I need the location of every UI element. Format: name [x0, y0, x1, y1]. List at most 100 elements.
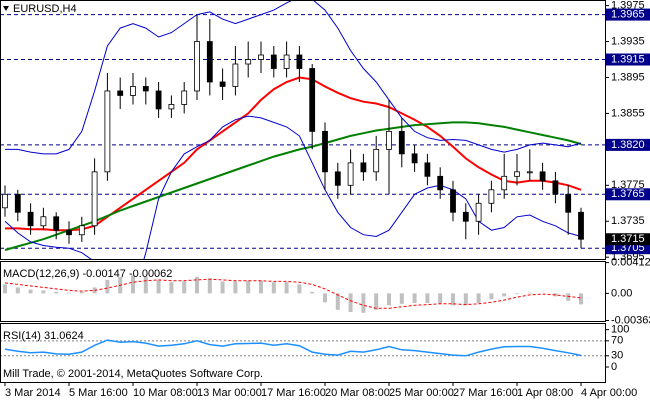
macd-bar [502, 293, 507, 297]
candle-body [117, 90, 124, 96]
macd-bar [246, 280, 251, 294]
candle-body [258, 54, 264, 60]
candle-body [232, 63, 239, 87]
macd-panel [0, 261, 606, 322]
macd-bar [195, 276, 199, 294]
signal-line [4, 278, 582, 309]
macd-bar [105, 279, 110, 294]
macd-bar [79, 291, 84, 294]
candle-body [462, 211, 469, 222]
candle-body [91, 171, 98, 227]
candle-body [130, 86, 136, 96]
indicator-line [4, 115, 582, 259]
macd-bar [579, 293, 583, 305]
macd-bar [54, 291, 59, 294]
macd-bar [425, 293, 430, 304]
x-tick-label: 17 Mar 16:00 [261, 387, 326, 399]
x-tick-label: 4 Apr 00:00 [581, 387, 637, 399]
level-label: 1.3965 [611, 8, 645, 20]
y-tick-label: 0.00412 [611, 257, 650, 269]
candle-body [219, 81, 226, 87]
candle-body [27, 211, 34, 227]
candle-body [104, 90, 111, 173]
rsi-line [4, 339, 582, 357]
x-tick-label: 27 Mar 16:00 [453, 387, 518, 399]
macd-bar [156, 279, 161, 294]
macd-bar [438, 293, 443, 304]
level-label: 1.3820 [611, 139, 645, 151]
macd-bar [284, 282, 289, 294]
macd-bar [131, 275, 135, 294]
macd-bar [15, 287, 20, 294]
level-box [606, 188, 650, 201]
level-label: 1.3765 [611, 188, 645, 200]
macd-bar [271, 282, 276, 294]
level-box [606, 8, 650, 21]
candle-body [155, 90, 162, 110]
macd-bar [182, 281, 187, 294]
macd-signal-value: -0.00062 [129, 268, 172, 280]
macd-name: MACD(12,26,9) [3, 268, 79, 280]
macd-bar [297, 284, 302, 294]
candle-body [347, 162, 354, 186]
candle-body [475, 202, 482, 222]
price-panel [0, 0, 606, 260]
candle-body [40, 216, 47, 227]
macd-bar [28, 289, 33, 294]
macd-bar [220, 281, 225, 294]
y-tick-label: 0.00 [611, 287, 632, 299]
labels: EURUSD,H4 MACD(12,26,9) -0.00147 -0.0006… [3, 0, 650, 399]
candle-body [78, 225, 85, 236]
candle-body [437, 175, 444, 191]
candle-body [411, 153, 418, 164]
candle-body [501, 175, 508, 191]
candle-body [450, 189, 456, 213]
macd-bar [374, 293, 379, 310]
macd-bar [259, 280, 263, 294]
candle-body [168, 104, 175, 110]
macd-bar [323, 293, 327, 303]
macd-bar [335, 293, 340, 310]
candle-body [296, 54, 303, 69]
x-tick-label: 5 Mar 16:00 [69, 387, 128, 399]
macd-bar [489, 293, 494, 300]
macd-bar [310, 291, 315, 294]
candle-body [565, 193, 572, 213]
macd-bar [515, 293, 519, 295]
candle-body [206, 41, 213, 83]
candle-body [386, 130, 392, 150]
x-tick-label: 20 Mar 08:00 [325, 387, 390, 399]
candle-body [322, 130, 328, 173]
macd-bar [566, 293, 571, 301]
candle-body [66, 229, 72, 236]
candle-body [194, 41, 200, 92]
macd-bar [233, 281, 238, 294]
candle-body [2, 193, 8, 209]
y-tick-label: 1.3895 [611, 71, 645, 83]
macd-bar [451, 293, 455, 306]
candle-body [142, 86, 149, 92]
macd-bar [67, 292, 71, 294]
y-tick-label: 1.3735 [611, 215, 645, 227]
candle-body [526, 171, 533, 174]
macd-bar [412, 293, 417, 304]
level-box [606, 138, 650, 151]
y-tick-label: -0.00363 [611, 314, 650, 326]
candle-body [270, 54, 277, 69]
macd-bar [207, 278, 212, 294]
rsi-panel [0, 323, 606, 383]
rsi-value: 31.0624 [44, 330, 84, 342]
candle-body [514, 171, 520, 177]
y-tick-label: 1.3855 [611, 107, 645, 119]
price-plot [1, 1, 605, 259]
y-tick-label: 1.3935 [611, 35, 645, 47]
candle-body [578, 211, 584, 240]
indicator-line [5, 76, 582, 232]
indicator-line [5, 1, 582, 155]
candle-body [373, 148, 380, 173]
candle-body [283, 54, 290, 69]
price-box [606, 233, 650, 246]
price-label: 1.3715 [611, 233, 645, 245]
candle-body [360, 162, 367, 173]
